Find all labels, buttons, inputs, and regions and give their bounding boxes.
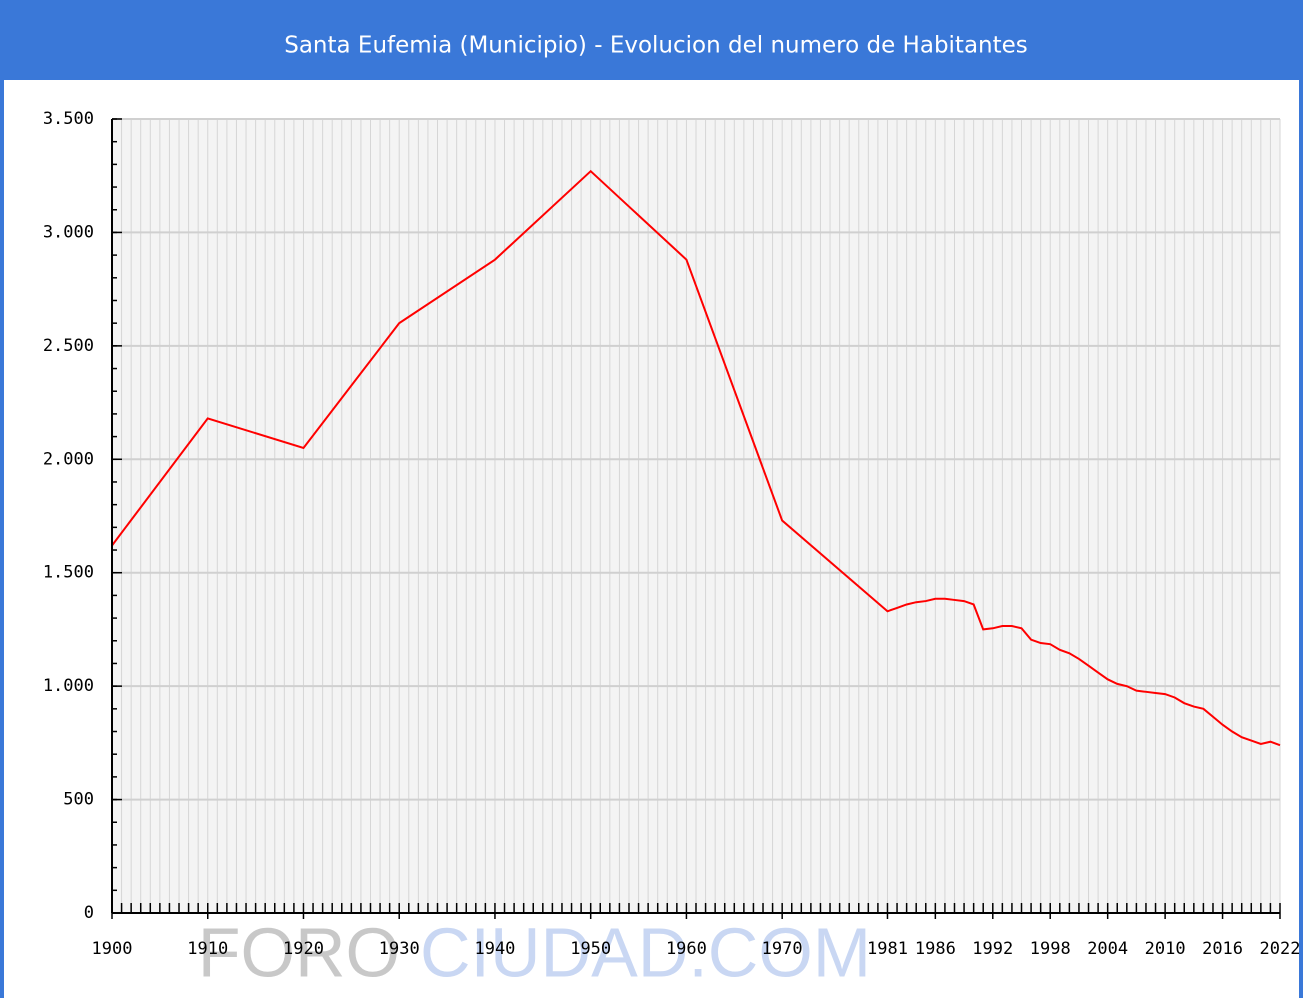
y-tick-label: 0 xyxy=(84,903,94,923)
y-tick-label: 2.500 xyxy=(43,336,94,356)
y-tick-label: 1.500 xyxy=(43,563,94,583)
x-tick-label: 1950 xyxy=(570,939,611,959)
watermark-text: FORO xyxy=(198,913,400,991)
chart-title: Santa Eufemia (Municipio) - Evolucion de… xyxy=(284,33,1028,59)
x-tick-label: 1981 xyxy=(867,939,908,959)
x-tick-label: 2022 xyxy=(1260,939,1301,959)
watermark-text: CIUDAD.COM xyxy=(420,913,871,991)
x-tick-label: 1910 xyxy=(187,939,228,959)
x-tick-label: 1960 xyxy=(666,939,707,959)
y-tick-label: 2.000 xyxy=(43,449,94,469)
x-tick-label: 1900 xyxy=(92,939,133,959)
x-tick-label: 1992 xyxy=(972,939,1013,959)
x-tick-label: 1940 xyxy=(474,939,515,959)
x-tick-label: 1970 xyxy=(762,939,803,959)
y-tick-label: 3.000 xyxy=(43,222,94,242)
title-bar xyxy=(0,0,1303,80)
x-tick-label: 2016 xyxy=(1202,939,1243,959)
x-tick-label: 1930 xyxy=(379,939,420,959)
x-tick-label: 2004 xyxy=(1087,939,1128,959)
x-tick-label: 2010 xyxy=(1145,939,1186,959)
y-tick-label: 500 xyxy=(63,790,94,810)
watermark: FORO CIUDAD.COM xyxy=(198,913,871,991)
x-tick-label: 1920 xyxy=(283,939,324,959)
y-tick-label: 3.500 xyxy=(43,109,94,129)
x-tick-label: 1986 xyxy=(915,939,956,959)
y-tick-label: 1.000 xyxy=(43,676,94,696)
data-line xyxy=(111,169,1281,747)
x-tick-label: 1998 xyxy=(1030,939,1071,959)
